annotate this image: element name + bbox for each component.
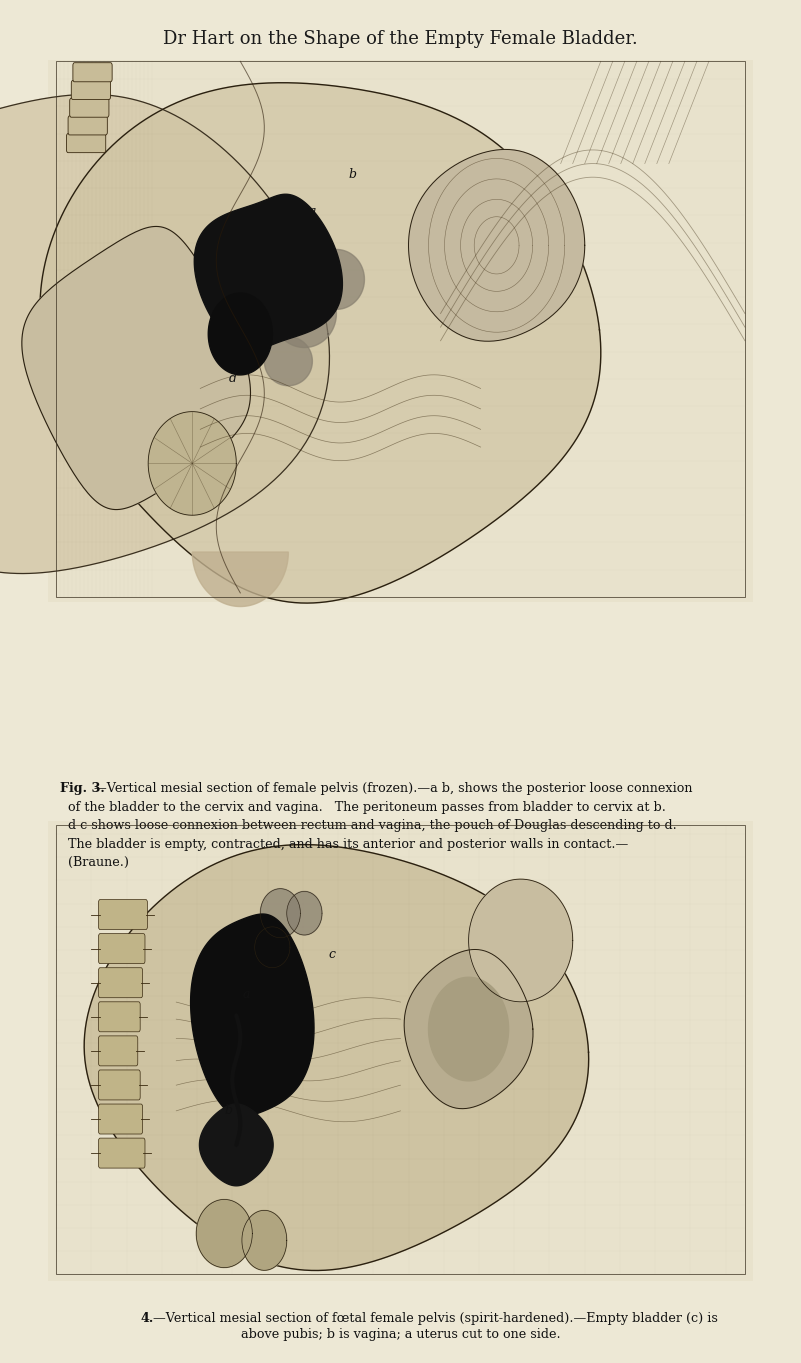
Text: of the bladder to the cervix and vagina.   The peritoneum passes from bladder to: of the bladder to the cervix and vagina.… [68, 801, 666, 814]
Polygon shape [22, 226, 251, 510]
FancyBboxPatch shape [99, 1002, 140, 1032]
Polygon shape [287, 891, 322, 935]
Text: b: b [348, 168, 356, 181]
Text: c: c [281, 263, 288, 277]
Text: b: b [224, 1104, 232, 1118]
Polygon shape [196, 1199, 252, 1268]
FancyBboxPatch shape [73, 63, 112, 82]
Polygon shape [255, 927, 290, 968]
FancyBboxPatch shape [48, 821, 753, 1281]
Polygon shape [0, 94, 329, 574]
Text: Dr Hart on the Shape of the Empty Female Bladder.: Dr Hart on the Shape of the Empty Female… [163, 30, 638, 48]
Polygon shape [242, 1210, 287, 1270]
Text: —Vertical mesial section of fœtal female pelvis (spirit-hardened).—Empty bladder: —Vertical mesial section of fœtal female… [153, 1311, 718, 1325]
Polygon shape [469, 879, 573, 1002]
Text: a: a [243, 988, 251, 1002]
Polygon shape [191, 915, 314, 1116]
Polygon shape [208, 293, 272, 375]
Text: a: a [308, 204, 316, 218]
Text: above pubis; b is vagina; a uterus cut to one side.: above pubis; b is vagina; a uterus cut t… [240, 1329, 561, 1341]
Text: 4.: 4. [140, 1311, 154, 1325]
Polygon shape [84, 845, 589, 1270]
Polygon shape [40, 83, 601, 602]
FancyBboxPatch shape [70, 98, 109, 117]
Polygon shape [192, 552, 288, 607]
Polygon shape [199, 1104, 273, 1186]
FancyBboxPatch shape [99, 1138, 145, 1168]
FancyBboxPatch shape [99, 934, 145, 964]
Polygon shape [260, 889, 300, 938]
Polygon shape [429, 977, 509, 1081]
Text: c: c [329, 947, 336, 961]
FancyBboxPatch shape [66, 134, 106, 153]
FancyBboxPatch shape [99, 1036, 138, 1066]
FancyBboxPatch shape [99, 900, 147, 930]
Polygon shape [264, 337, 312, 386]
Text: d c shows loose connexion between rectum and vagina, the pouch of Douglas descen: d c shows loose connexion between rectum… [68, 819, 677, 833]
Polygon shape [405, 950, 533, 1108]
Polygon shape [195, 195, 342, 350]
FancyBboxPatch shape [99, 1070, 140, 1100]
Text: —Vertical mesial section of female pelvis (frozen).—a b, shows the posterior loo: —Vertical mesial section of female pelvi… [94, 782, 692, 796]
FancyBboxPatch shape [68, 116, 107, 135]
FancyBboxPatch shape [99, 968, 143, 998]
FancyBboxPatch shape [48, 60, 753, 602]
Polygon shape [409, 150, 585, 341]
Polygon shape [272, 279, 336, 348]
Polygon shape [308, 249, 364, 309]
Text: (Braune.): (Braune.) [68, 856, 129, 870]
FancyBboxPatch shape [71, 80, 111, 99]
Text: Fig. 3.: Fig. 3. [60, 782, 105, 796]
Text: d: d [228, 372, 236, 386]
Polygon shape [148, 412, 236, 515]
Text: The bladder is empty, contracted, and has its anterior and posterior walls in co: The bladder is empty, contracted, and ha… [68, 837, 628, 851]
FancyBboxPatch shape [99, 1104, 143, 1134]
